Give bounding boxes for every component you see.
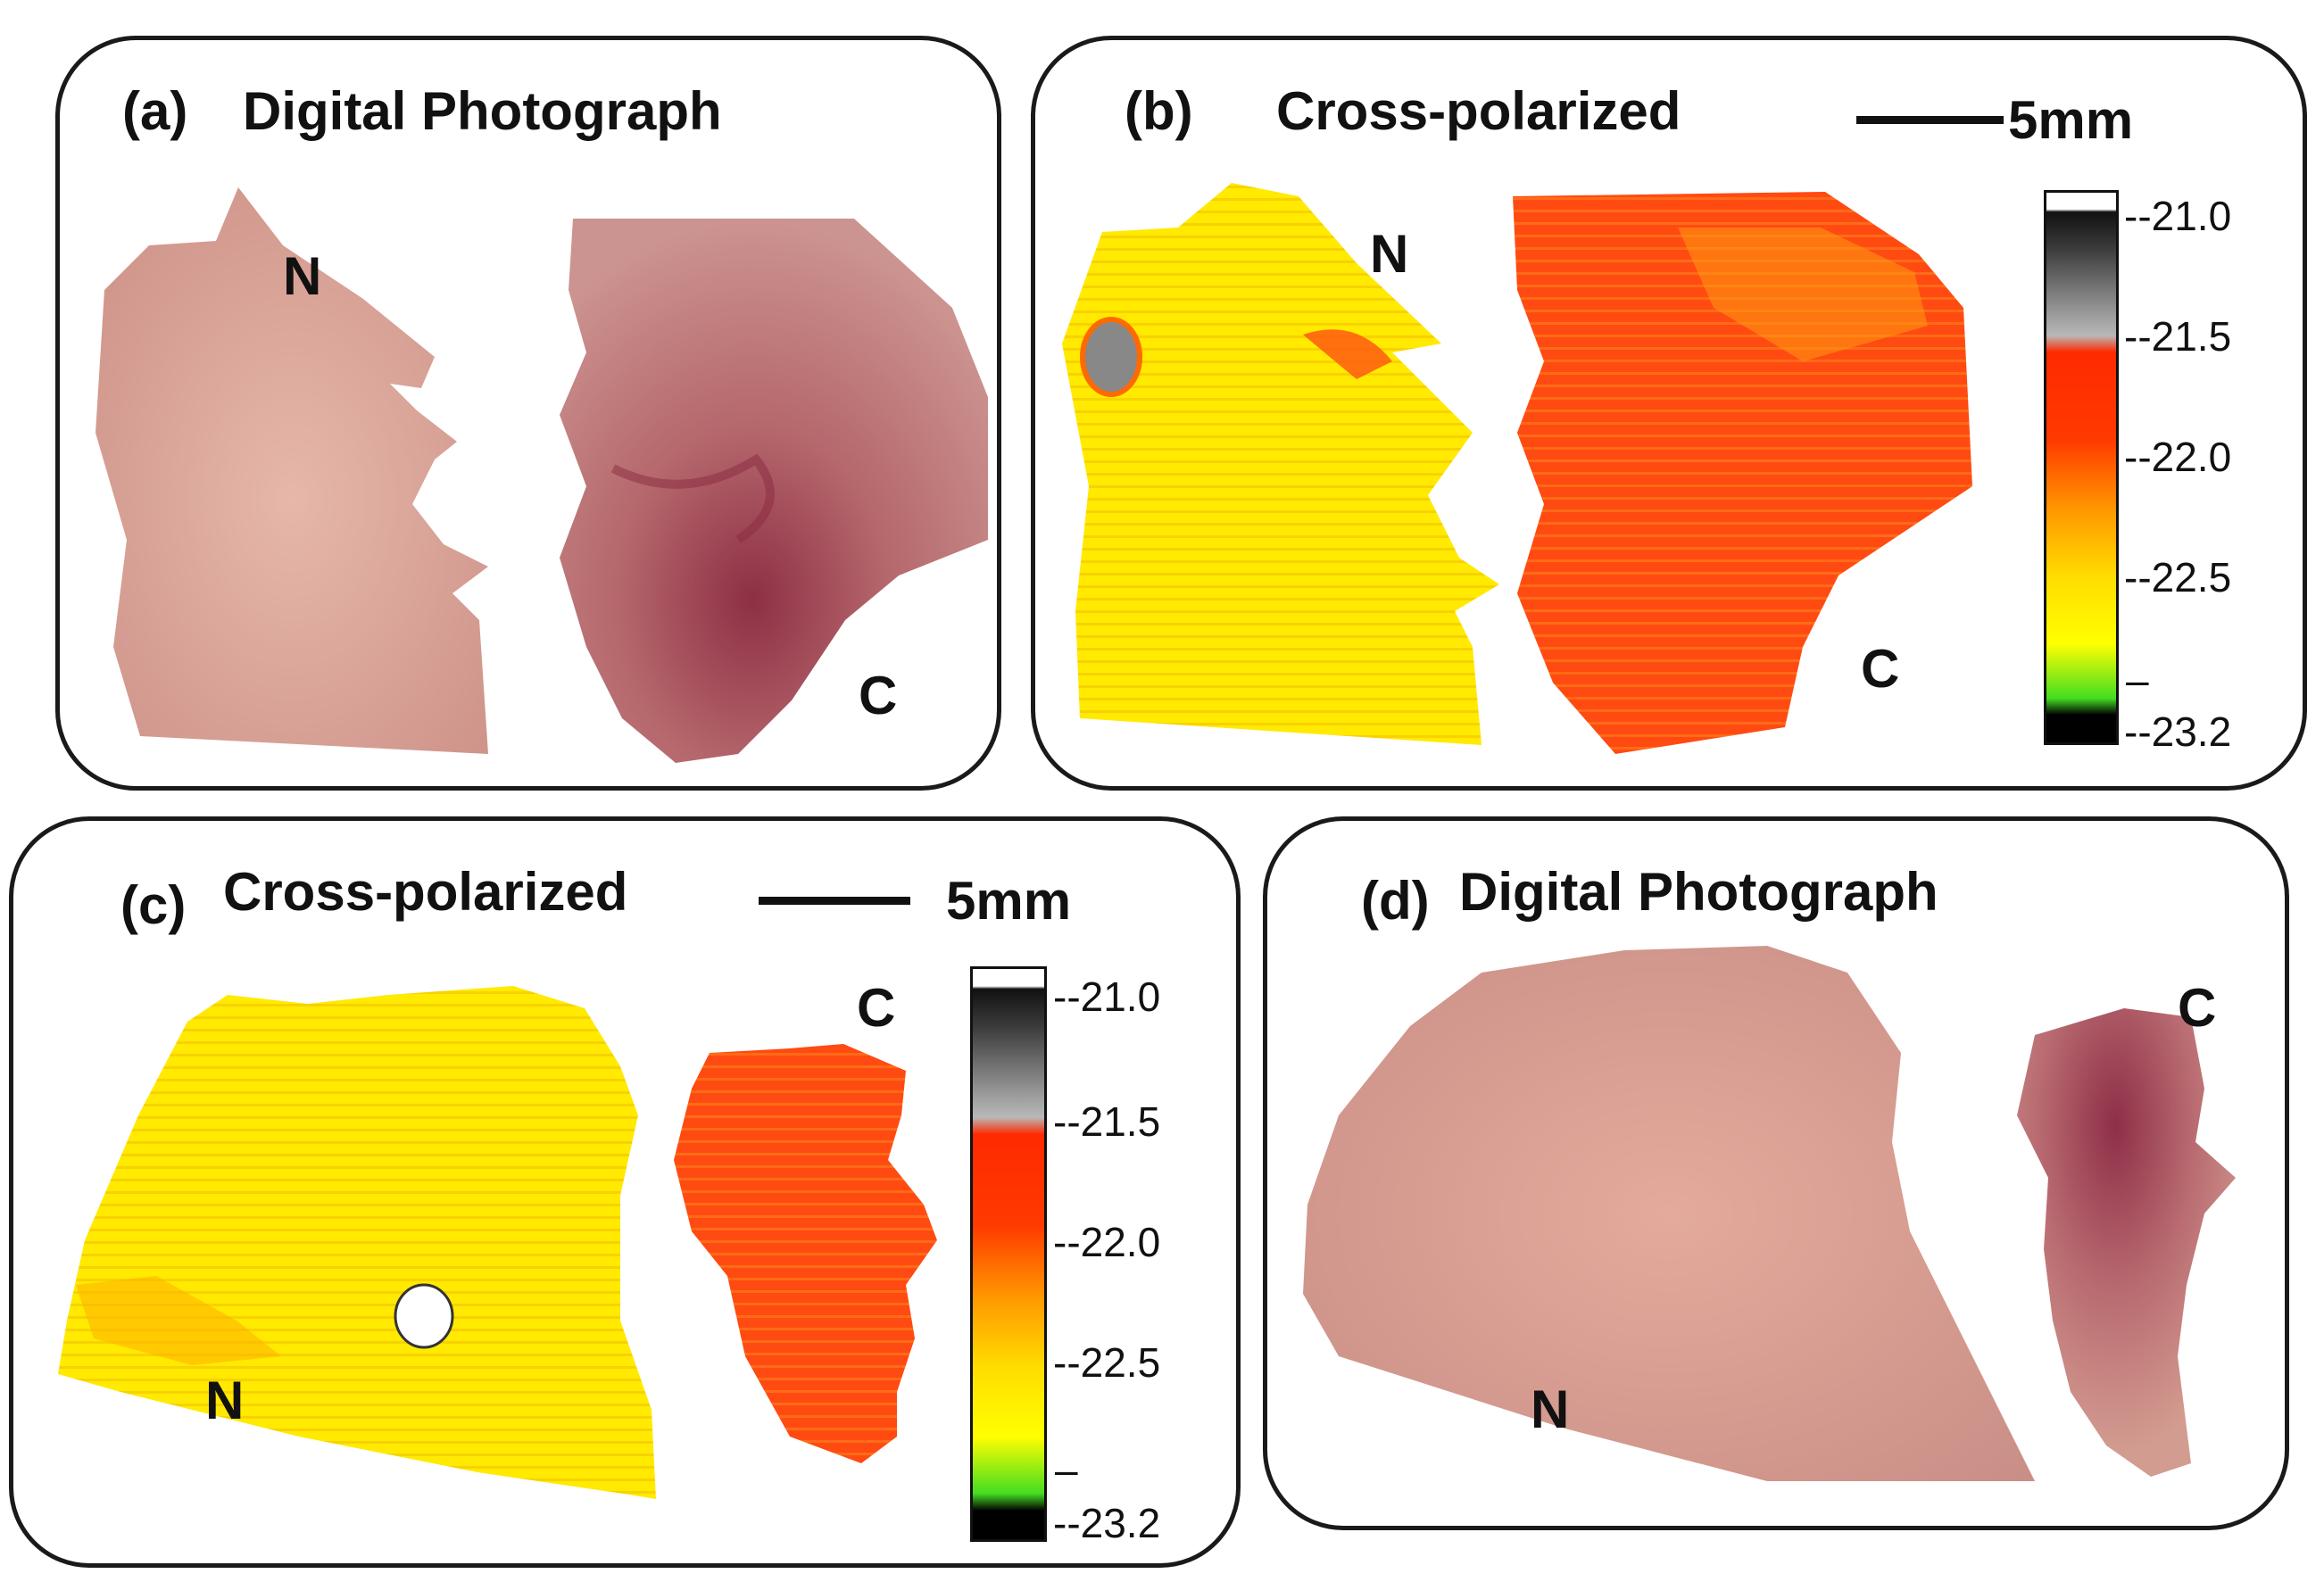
panel-b-scale-bar [1856, 116, 2004, 124]
panel-c-scale-bar [759, 897, 910, 905]
panel-a-photo [95, 187, 988, 763]
panel-a-n-label: N [283, 246, 322, 306]
panel-a-label: (a) [122, 81, 188, 141]
panel-b-tick-21-5: --21.5 [2124, 313, 2232, 360]
panel-b: (b) Cross-polarized 5mm N C --21.0 --21.… [1031, 36, 2307, 791]
panel-c-title: Cross-polarized [223, 862, 628, 922]
panel-b-tick-22-5: --22.5 [2124, 554, 2232, 600]
panel-c-colorbar [970, 966, 1047, 1542]
panel-d-label: (d) [1361, 871, 1430, 931]
panel-c-n-label: N [205, 1371, 245, 1430]
cancer-tissue-map [674, 1044, 937, 1463]
panel-d-photo [1303, 946, 2236, 1481]
panel-b-c-label: C [1861, 639, 1900, 699]
panel-b-scale-label: 5mm [2008, 90, 2134, 150]
panel-d-title: Digital Photograph [1459, 862, 1938, 922]
panel-c: (c) Cross-polarized 5mm N C --21.0 --21.… [9, 816, 1241, 1568]
panel-d-c-label: C [2178, 978, 2217, 1038]
panel-c-tick-23-2: --23.2 [1053, 1500, 1161, 1546]
normal-tissue-map [58, 986, 656, 1499]
panel-d-n-label: N [1531, 1379, 1570, 1439]
panel-c-tick-22-0: --22.0 [1053, 1219, 1161, 1265]
panel-b-tick-blank: – [2126, 657, 2149, 703]
panel-c-tick-blank: – [1055, 1446, 1078, 1493]
panel-c-tick-21-5: --21.5 [1053, 1098, 1161, 1145]
panel-b-colorbar [2044, 190, 2119, 745]
cancer-tissue [2017, 1008, 2236, 1477]
normal-tissue [95, 187, 488, 754]
panel-b-tick-21-0: --21.0 [2124, 193, 2232, 239]
panel-b-map [1062, 183, 1972, 754]
panel-c-c-label: C [857, 978, 896, 1038]
panel-a-c-label: C [859, 666, 898, 725]
panel-d: (d) Digital Photograph N C [1263, 816, 2289, 1530]
panel-c-scale-label: 5mm [946, 871, 1072, 931]
panel-c-tick-22-5: --22.5 [1053, 1339, 1161, 1386]
panel-b-n-label: N [1370, 224, 1409, 284]
panel-b-label: (b) [1125, 81, 1193, 141]
normal-tissue [1303, 946, 2035, 1481]
panel-a: (a) Digital Photograph N C [55, 36, 1001, 791]
panel-b-tick-22-0: --22.0 [2124, 434, 2232, 480]
panel-c-map [58, 986, 937, 1499]
normal-tissue-map [1062, 183, 1499, 745]
panel-c-label: (c) [120, 875, 187, 935]
panel-c-tick-21-0: --21.0 [1053, 973, 1161, 1020]
panel-a-title: Digital Photograph [243, 81, 722, 141]
panel-b-tick-23-2: --23.2 [2124, 708, 2232, 755]
panel-b-title: Cross-polarized [1276, 81, 1681, 141]
